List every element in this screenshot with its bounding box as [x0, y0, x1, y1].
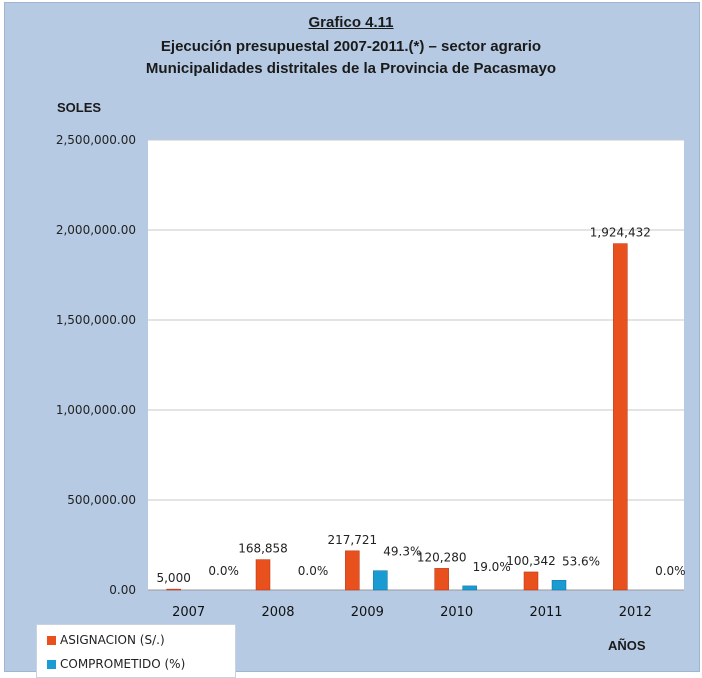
data-label-comprometido: 19.0%	[473, 560, 511, 574]
data-label-asignacion: 120,280	[417, 550, 467, 564]
y-tick-label: 500,000.00	[67, 493, 136, 507]
bar-asignacion	[613, 243, 628, 591]
bar-comprometido	[373, 570, 388, 591]
chart-title: Grafico 4.11	[308, 14, 394, 31]
bar-asignacion	[434, 568, 449, 591]
x-tick-labels: 2007 2008 2009 2010 2011 2012	[172, 605, 652, 620]
legend: ASIGNACION (S/.) COMPROMETIDO (%)	[36, 624, 236, 678]
bar-asignacion	[255, 559, 271, 591]
x-axis-label: AÑOS	[608, 638, 646, 653]
data-labels: 5,000 0.0% 168,858 0.0% 217,721 49.3%120,280 1…	[156, 226, 685, 585]
data-label-asignacion: 168,858	[238, 542, 288, 556]
plot-area	[148, 140, 684, 590]
bar-asignacion	[166, 588, 181, 591]
y-tick-label: 2,500,000.00	[56, 133, 136, 147]
y-tick-label: 1,500,000.00	[56, 313, 136, 327]
bar-asignacion	[345, 550, 360, 591]
y-axis-label: SOLES	[57, 100, 102, 115]
y-tick-label: 2,000,000.00	[56, 223, 136, 237]
y-tick-label: 0.00	[109, 583, 136, 597]
bar-comprometido	[551, 580, 567, 591]
legend-swatch-asignacion	[47, 636, 56, 645]
bar-comprometido	[462, 585, 477, 591]
x-tick-label: 2012	[619, 605, 652, 620]
gridlines	[148, 139, 684, 591]
legend-label-comprometido: COMPROMETIDO (%)	[60, 657, 186, 671]
data-label-comprometido: 0.0%	[655, 564, 686, 578]
x-tick-label: 2007	[172, 605, 205, 620]
data-label-comprometido: 49.3%	[383, 545, 421, 559]
legend-swatch-comprometido	[47, 660, 56, 669]
y-tick-labels: 0.00 500,000.00 1,000,000.00 1,500,000.00 2,…	[56, 133, 136, 597]
x-tick-label: 2008	[261, 605, 294, 620]
legend-item-comprometido: COMPROMETIDO (%)	[47, 657, 185, 671]
bars	[166, 243, 628, 591]
data-label-asignacion: 5,000	[156, 571, 190, 585]
bar-asignacion	[523, 571, 539, 591]
legend-item-asignacion: ASIGNACION (S/.)	[47, 633, 165, 647]
chart-subtitle-1: Ejecución presupuestal 2007-2011.(*) – s…	[160, 38, 542, 55]
data-label-asignacion: 217,721	[328, 533, 378, 547]
x-tick-label: 2010	[440, 605, 473, 620]
legend-label-asignacion: ASIGNACION (S/.)	[60, 633, 165, 647]
chart-subtitle-2: Municipalidades distritales de la Provin…	[145, 60, 557, 77]
x-tick-label: 2011	[529, 605, 562, 620]
data-label-comprometido: 0.0%	[298, 564, 329, 578]
data-label-comprometido: 53.6%	[562, 554, 600, 568]
data-label-comprometido: 0.0%	[208, 564, 239, 578]
x-tick-label: 2009	[351, 605, 384, 620]
data-label-asignacion: 100,342	[506, 554, 556, 568]
y-tick-label: 1,000,000.00	[56, 403, 136, 417]
data-label-asignacion: 1,924,432	[590, 226, 651, 240]
